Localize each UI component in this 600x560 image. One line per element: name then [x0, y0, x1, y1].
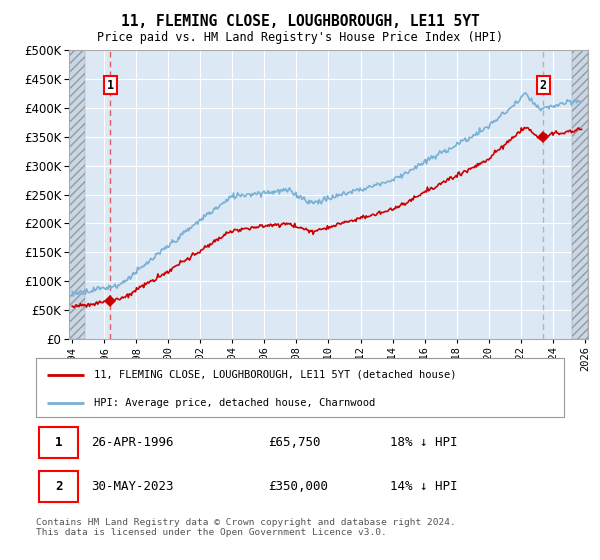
Text: 18% ↓ HPI: 18% ↓ HPI	[390, 436, 457, 449]
FancyBboxPatch shape	[38, 470, 78, 502]
FancyBboxPatch shape	[36, 358, 564, 417]
Text: 1: 1	[107, 78, 114, 91]
Text: 2: 2	[540, 78, 547, 91]
Text: £350,000: £350,000	[268, 480, 328, 493]
Text: HPI: Average price, detached house, Charnwood: HPI: Average price, detached house, Char…	[94, 398, 376, 408]
Text: 2: 2	[55, 480, 62, 493]
Text: 30-MAY-2023: 30-MAY-2023	[91, 480, 174, 493]
Bar	[69, 50, 85, 339]
Text: 11, FLEMING CLOSE, LOUGHBOROUGH, LE11 5YT: 11, FLEMING CLOSE, LOUGHBOROUGH, LE11 5Y…	[121, 14, 479, 29]
Text: 1: 1	[55, 436, 62, 449]
Text: Price paid vs. HM Land Registry's House Price Index (HPI): Price paid vs. HM Land Registry's House …	[97, 31, 503, 44]
Text: 26-APR-1996: 26-APR-1996	[91, 436, 174, 449]
Text: Contains HM Land Registry data © Crown copyright and database right 2024.
This d: Contains HM Land Registry data © Crown c…	[36, 518, 456, 538]
Text: 11, FLEMING CLOSE, LOUGHBOROUGH, LE11 5YT (detached house): 11, FLEMING CLOSE, LOUGHBOROUGH, LE11 5Y…	[94, 370, 457, 380]
Text: £65,750: £65,750	[268, 436, 321, 449]
FancyBboxPatch shape	[38, 427, 78, 459]
Text: 14% ↓ HPI: 14% ↓ HPI	[390, 480, 457, 493]
Bar	[572, 50, 588, 339]
